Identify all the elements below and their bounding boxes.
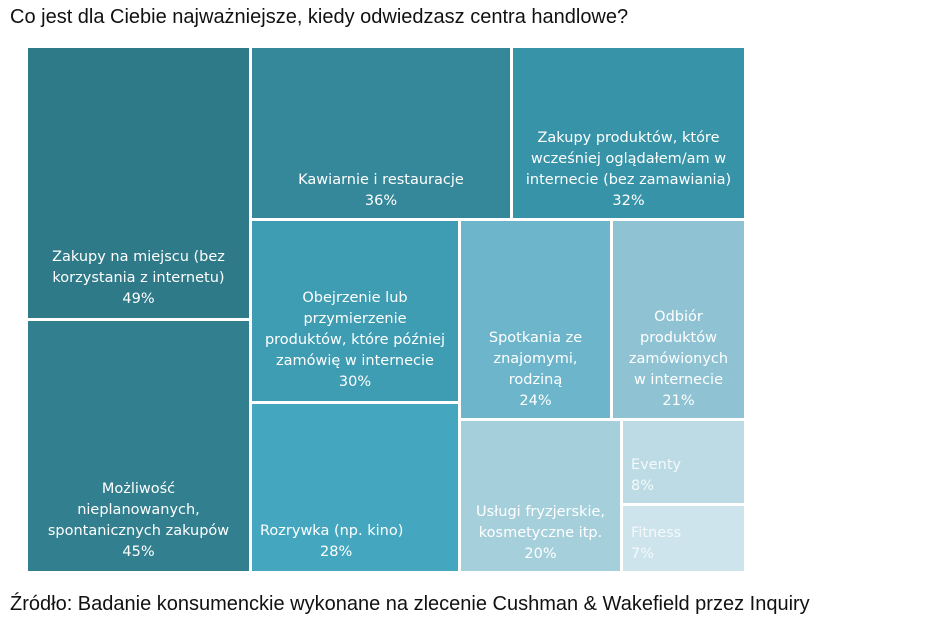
treemap-tile-label: Fitness: [631, 525, 682, 541]
treemap-tile-label: Eventy: [631, 457, 682, 473]
chart-title: Co jest dla Ciebie najważniejsze, kiedy …: [10, 6, 629, 28]
treemap-tile-label: Możliwość nieplanowanych, spontanicznych z…: [47, 481, 230, 539]
treemap-tile-value: 24%: [519, 393, 552, 409]
treemap-tile: Spotkania ze znajomymi, rodziną 24%: [461, 221, 610, 418]
treemap-tile-value: 32%: [612, 193, 645, 209]
chart-source-note: Źródło: Badanie konsumenckie wykonane na…: [10, 593, 810, 615]
treemap-tile-label: Kawiarnie i restauracje: [298, 172, 464, 188]
treemap-tile-label: Spotkania ze znajomymi, rodziną: [488, 330, 583, 388]
treemap-tile-label: Zakupy na miejscu (bez korzystania z inte…: [52, 249, 225, 286]
treemap-tile: Rozrywka (np. kino) 28%: [252, 404, 458, 571]
treemap-tile: Zakupy na miejscu (bez korzystania z inte…: [28, 48, 249, 318]
treemap-tile-value: 49%: [122, 291, 155, 307]
treemap-tile-label: Rozrywka (np. kino): [260, 523, 404, 539]
treemap-tile-value: 8%: [631, 478, 655, 494]
treemap-tile: Odbiór produktów zamówionych w internecie 21…: [613, 221, 744, 418]
treemap-tile-label: Zakupy produktów, które wcześniej oglądał…: [525, 130, 732, 188]
treemap-tile: Usługi fryzjerskie, kosmetyczne itp. 20%: [461, 421, 620, 571]
treemap-tile: Eventy 8%: [623, 421, 744, 503]
treemap-tile-value: 20%: [524, 546, 557, 562]
treemap-tile: Fitness 7%: [623, 506, 744, 571]
treemap-tile: Obejrzenie lub przymierzenie produktów, kt…: [252, 221, 458, 401]
treemap-tile-label: Usługi fryzjerskie, kosmetyczne itp.: [476, 504, 605, 541]
treemap-tile-value: 36%: [364, 193, 398, 209]
treemap-tile-value: 21%: [662, 393, 695, 409]
treemap-tile-label: Odbiór produktów zamówionych w internecie: [628, 309, 729, 388]
treemap-tile: Kawiarnie i restauracje 36%: [252, 48, 510, 218]
treemap-tile: Zakupy produktów, które wcześniej oglądał…: [513, 48, 744, 218]
treemap-tile-label: Obejrzenie lub przymierzenie produktów, kt…: [264, 290, 446, 369]
treemap-tile-value: 30%: [338, 374, 372, 390]
treemap-tile-value: 28%: [320, 544, 353, 560]
treemap-tile: Możliwość nieplanowanych, spontanicznych z…: [28, 321, 249, 571]
treemap-tile-value: 7%: [631, 546, 655, 562]
treemap-tile-value: 45%: [122, 544, 155, 560]
